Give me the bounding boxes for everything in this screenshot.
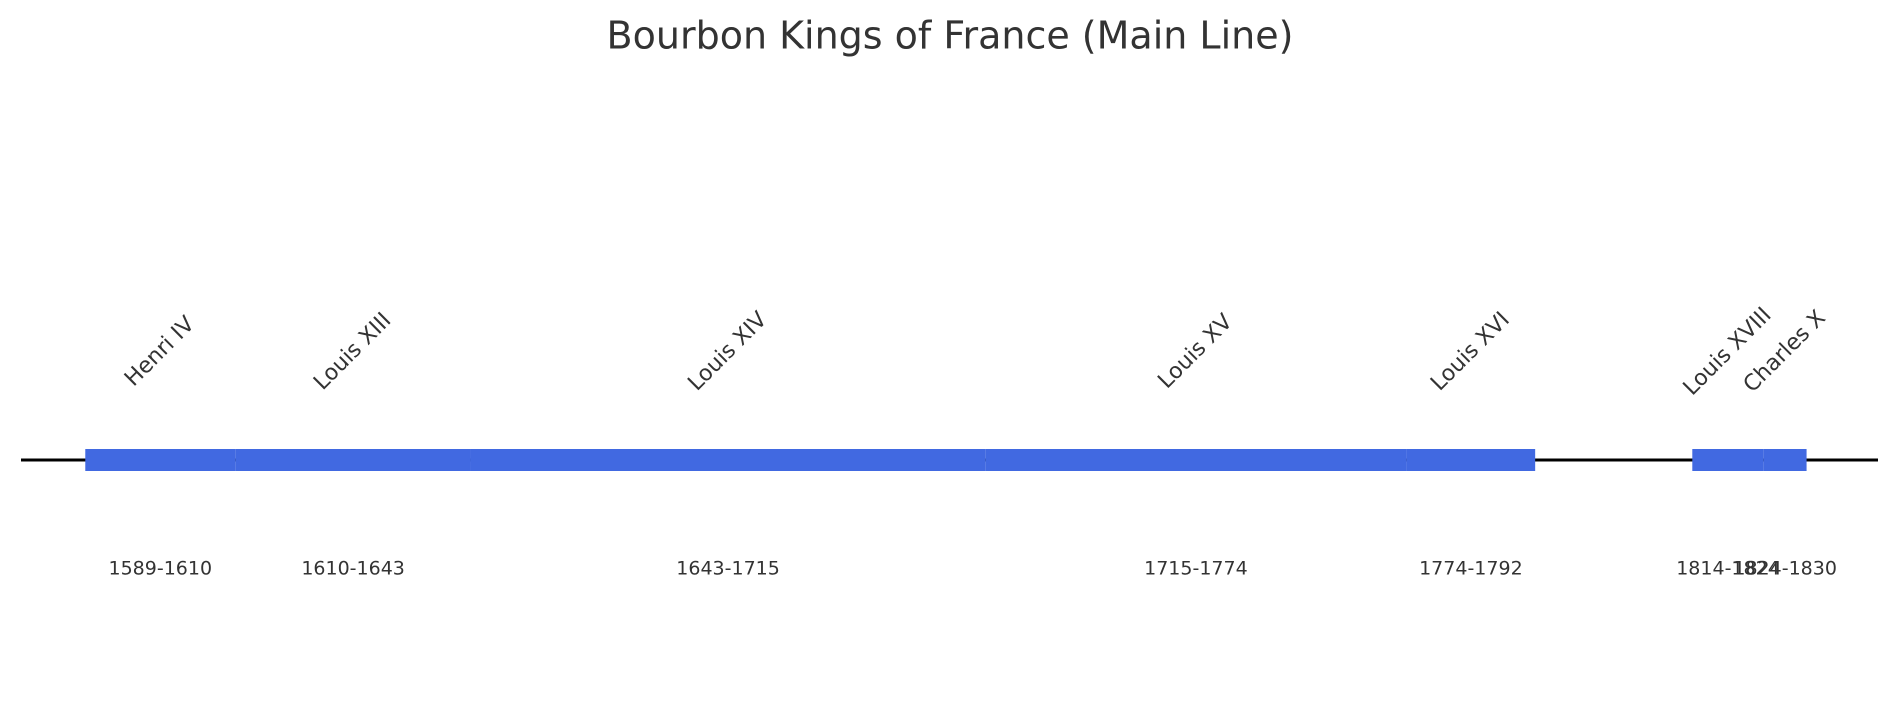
reign-dates: 1814-1824 <box>1676 558 1780 580</box>
reign-bar <box>470 449 986 471</box>
chart-title: Bourbon Kings of France (Main Line) <box>607 14 1294 58</box>
reign-name: Louis XVI <box>1426 307 1515 396</box>
reign-bar <box>985 449 1407 471</box>
reign-name: Louis XIV <box>683 307 772 396</box>
reign-dates: 1643-1715 <box>676 558 780 580</box>
reign-bar <box>85 449 236 471</box>
reign-name: Louis XV <box>1153 310 1237 394</box>
reign-name: Henri IV <box>120 312 200 392</box>
reign-dates: 1715-1774 <box>1144 558 1248 580</box>
reign-bar <box>235 449 471 471</box>
reign-dates: 1589-1610 <box>108 558 212 580</box>
reign-dates: 1774-1792 <box>1419 558 1523 580</box>
reign-bar <box>1406 449 1536 471</box>
reign-dates: 1824-1830 <box>1733 558 1837 580</box>
reign-bar <box>1692 449 1764 471</box>
reign-bar <box>1763 449 1807 471</box>
reign-name: Louis XIII <box>309 308 396 395</box>
reign-dates: 1610-1643 <box>301 558 405 580</box>
